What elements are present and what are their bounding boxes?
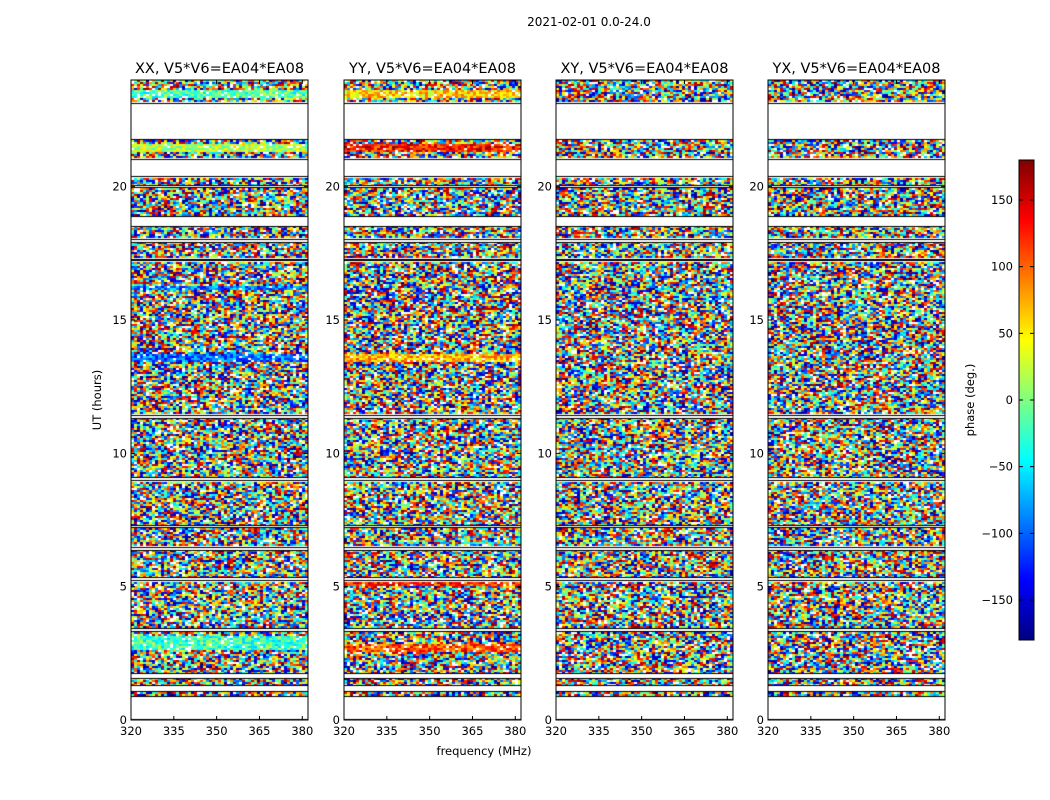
colorbar-tick-label: 50 xyxy=(998,326,1013,340)
x-tick-label: 320 xyxy=(757,724,779,738)
colorbar-label: phase (deg.) xyxy=(963,364,977,437)
x-tick-label: 365 xyxy=(461,724,483,738)
y-tick-label: 0 xyxy=(120,713,127,727)
y-tick-label: 15 xyxy=(749,313,764,327)
panel-yx: YX, V5*V6=EA04*EA08 320 335 350 365 380 0 5 10 15… xyxy=(749,61,950,738)
y-tick-label: 5 xyxy=(333,580,340,594)
x-tick-label: 350 xyxy=(419,724,441,738)
x-tick-label: 350 xyxy=(843,724,865,738)
panel-yy: YY, V5*V6=EA04*EA08 320 335 350 365 380 0 5 10 15… xyxy=(325,61,526,738)
x-tick-label: 380 xyxy=(716,724,738,738)
heatmap-yx xyxy=(768,80,945,720)
y-tick-label: 10 xyxy=(112,446,127,460)
y-tick-label: 15 xyxy=(537,313,552,327)
y-tick-label: 0 xyxy=(757,713,764,727)
x-tick-label: 365 xyxy=(885,724,907,738)
x-tick-label: 350 xyxy=(206,724,228,738)
x-tick-label: 335 xyxy=(588,724,610,738)
y-tick-label: 10 xyxy=(325,446,340,460)
x-tick-label: 335 xyxy=(376,724,398,738)
colorbar-tick-label: 100 xyxy=(991,260,1013,274)
colorbar-tick-label: −50 xyxy=(989,460,1013,474)
x-axis-label: frequency (MHz) xyxy=(437,744,532,758)
y-tick-label: 15 xyxy=(325,313,340,327)
panel-title: XY, V5*V6=EA04*EA08 xyxy=(560,61,728,77)
y-tick-label: 20 xyxy=(749,180,764,194)
y-tick-label: 5 xyxy=(120,580,127,594)
panel-frame xyxy=(767,79,946,721)
y-tick-label: 5 xyxy=(545,580,552,594)
y-tick-label: 10 xyxy=(749,446,764,460)
colorbar-tick-label: −100 xyxy=(981,526,1013,540)
x-tick-label: 380 xyxy=(504,724,526,738)
panel-title: YX, V5*V6=EA04*EA08 xyxy=(771,61,940,77)
y-tick-label: 15 xyxy=(112,313,127,327)
x-tick-label: 380 xyxy=(928,724,950,738)
panel-title: XX, V5*V6=EA04*EA08 xyxy=(135,61,304,77)
figure-suptitle: 2021-02-01 0.0-24.0 xyxy=(527,15,651,29)
x-tick-label: 320 xyxy=(120,724,142,738)
heatmap-xx xyxy=(131,80,308,720)
panel-frame xyxy=(130,79,309,721)
y-tick-label: 20 xyxy=(112,180,127,194)
y-tick-label: 10 xyxy=(537,446,552,460)
x-tick-label: 380 xyxy=(291,724,313,738)
y-axis-label: UT (hours) xyxy=(90,370,104,430)
panel-title: YY, V5*V6=EA04*EA08 xyxy=(348,61,516,77)
y-tick-label: 20 xyxy=(325,180,340,194)
heatmap-yy xyxy=(344,80,521,720)
colorbar-tick-label: 0 xyxy=(1006,393,1013,407)
x-tick-label: 335 xyxy=(163,724,185,738)
panel-xy: XY, V5*V6=EA04*EA08 320 335 350 365 380 0 5 10 15… xyxy=(537,61,738,738)
x-tick-label: 320 xyxy=(333,724,355,738)
x-tick-label: 320 xyxy=(545,724,567,738)
colorbar-tick-label: 150 xyxy=(991,193,1013,207)
y-tick-label: 0 xyxy=(333,713,340,727)
x-tick-label: 365 xyxy=(673,724,695,738)
colorbar-tick-label: −150 xyxy=(981,593,1013,607)
y-tick-label: 5 xyxy=(757,580,764,594)
x-tick-label: 335 xyxy=(800,724,822,738)
panel-xx: XX, V5*V6=EA04*EA08 320 335 350 365 380 0 5 10 15… xyxy=(112,61,313,738)
panel-frame xyxy=(343,79,522,721)
x-tick-label: 365 xyxy=(248,724,270,738)
y-tick-label: 0 xyxy=(545,713,552,727)
colorbar: 150 100 50 0 −50 −100 −150 xyxy=(981,159,1035,641)
heatmap-xy xyxy=(556,80,733,720)
panel-frame xyxy=(555,79,734,721)
x-tick-label: 350 xyxy=(631,724,653,738)
y-tick-label: 20 xyxy=(537,180,552,194)
